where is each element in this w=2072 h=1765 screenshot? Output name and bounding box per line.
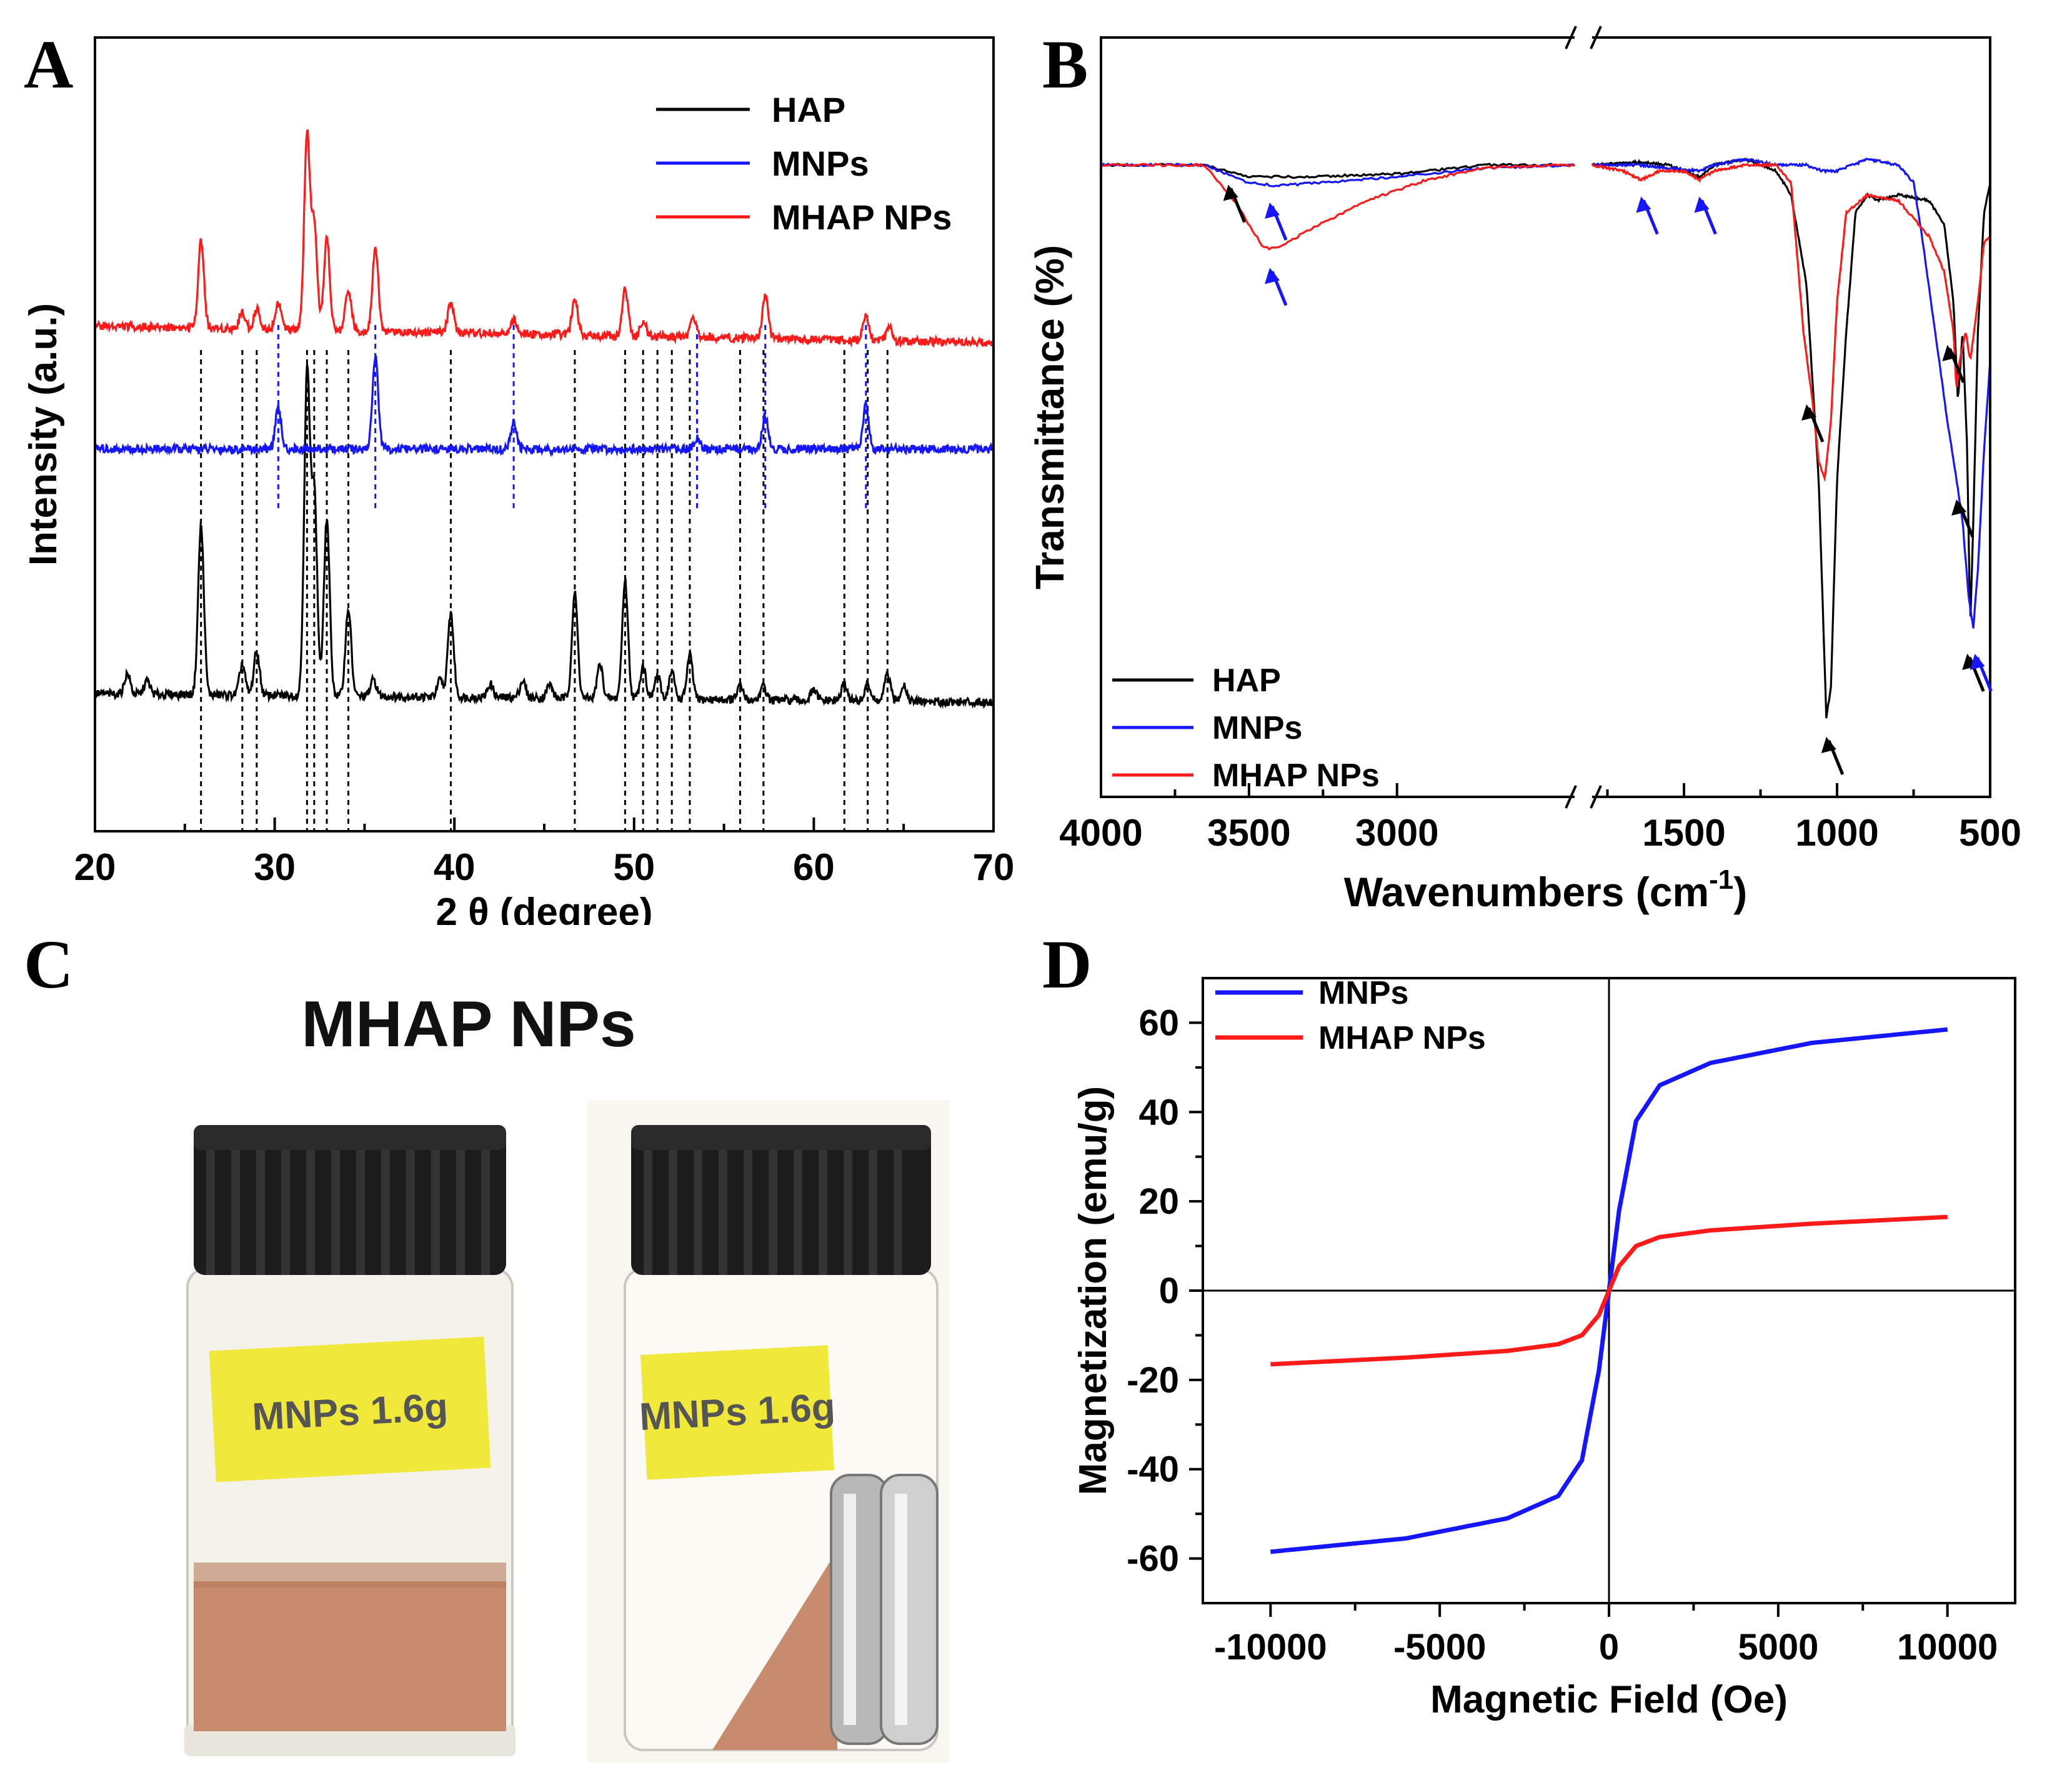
x-tick-label: 60 [793, 846, 835, 888]
vial-photo: MNPs 1.6g MNPs 1.6g [184, 1100, 950, 1762]
legend-label: MNPs [1318, 975, 1408, 1011]
vial-right-with-magnet: MNPs 1.6g [587, 1100, 950, 1762]
y-tick-label: -20 [1127, 1360, 1179, 1401]
arrow-head [1970, 654, 1985, 670]
arrow-head [1223, 184, 1238, 201]
arrow-head [1801, 404, 1816, 421]
vial-label-right: MNPs 1.6g [639, 1386, 837, 1439]
x-tick-label: 4000 [1059, 812, 1142, 854]
legend-label: MHAP NPs [772, 198, 952, 237]
x-tick-label: -10000 [1214, 1627, 1327, 1668]
xrd-chart: 20 30 40 50 60 70 2 θ (degree) Intensity (a.u.)… [22, 36, 1015, 925]
y-tick-label: -60 [1127, 1539, 1179, 1579]
annotation-arrow [1951, 499, 1975, 538]
x-tick-label: 1500 [1642, 812, 1725, 854]
plot-frame [1100, 36, 1991, 798]
legend-label: HAP [1212, 662, 1281, 699]
legend-label: MNPs [1212, 710, 1302, 746]
annotation-arrow [1636, 196, 1659, 235]
x-axis-label-superscript: -1 [1709, 864, 1733, 895]
x-tick-label: 500 [1959, 812, 2021, 854]
axis-break-mark [1590, 785, 1602, 809]
panel-a-letter: A [24, 26, 74, 102]
annotation-arrow [1265, 268, 1288, 306]
x-tick-label: 0 [1599, 1627, 1619, 1668]
x-tick-label: 40 [434, 846, 476, 888]
vsm-chart: -10000 -5000 0 5000 10000 -60 -40 -20 0 20 40 60 Mag… [1072, 975, 2016, 1721]
panel-d-letter: D [1042, 926, 1092, 1002]
annotation-arrow [1801, 404, 1825, 442]
arrow-head [1951, 499, 1967, 516]
annotation-arrow [1821, 737, 1845, 775]
annotation-arrow [1265, 202, 1288, 241]
x-tick-label: 3000 [1355, 812, 1438, 854]
axis-break-mark [1565, 26, 1577, 49]
annotation-arrow [1694, 196, 1717, 235]
ftir-series-mnps-low [1591, 158, 1991, 629]
x-tick-label: 5000 [1738, 1627, 1818, 1668]
x-tick-label: 10000 [1897, 1627, 1998, 1668]
legend-label: MNPs [772, 144, 869, 183]
x-tick-label: 30 [254, 846, 296, 888]
vial-left: MNPs 1.6g [184, 1125, 516, 1756]
y-tick-label: -40 [1127, 1449, 1179, 1490]
ftir-series-hap-low [1591, 158, 1991, 719]
x-tick-label: 3500 [1207, 812, 1290, 854]
y-tick-label: 60 [1138, 1002, 1179, 1043]
xrd-series-hap [94, 364, 995, 709]
annotation-arrow [1970, 654, 1993, 692]
vial-label-left: MNPs 1.6g [251, 1386, 449, 1439]
panel-b-letter: B [1042, 26, 1088, 102]
arrow-head [1694, 196, 1710, 213]
arrow-head [1636, 196, 1651, 213]
y-tick-label: 40 [1138, 1092, 1179, 1132]
photo-title: MHAP NPs [301, 988, 636, 1061]
xrd-series-mhap-nps [94, 129, 995, 349]
magnet-stack [830, 1474, 939, 1745]
panel-c-letter: C [24, 926, 74, 1002]
x-tick-label: 50 [613, 846, 655, 888]
y-axis-label: Intensity (a.u.) [22, 303, 65, 566]
x-axis-label: Magnetic Field (Oe) [1430, 1678, 1788, 1721]
annotation-arrow [1942, 345, 1965, 383]
vsm-series-mhap-nps [1270, 1214, 1948, 1367]
x-tick-label: 1000 [1795, 812, 1878, 854]
y-axis-label: Transmittance (%) [1027, 245, 1072, 589]
legend-label: HAP [772, 90, 845, 129]
ftir-series-mhap-nps-low [1591, 161, 1991, 482]
annotation-arrow [1962, 654, 1985, 692]
axis-break-mark [1565, 785, 1577, 809]
x-tick-label: -5000 [1393, 1627, 1486, 1668]
ftir-chart: 4000 3500 3000 1500 1000 500 Wavenumbers (cm-1… [1027, 26, 2021, 915]
axis-break-mark [1590, 26, 1602, 49]
y-axis-label: Magnetization (emu/g) [1072, 1086, 1115, 1495]
arrow-head [1821, 737, 1836, 753]
arrow-head [1942, 345, 1958, 361]
y-tick-label: 0 [1159, 1271, 1179, 1311]
legend-label: MHAP NPs [1318, 1020, 1486, 1056]
y-tick-label: 20 [1138, 1181, 1179, 1222]
legend-label: MHAP NPs [1212, 758, 1380, 794]
x-axis-label: Wavenumbers (cm-1) [1344, 864, 1748, 915]
annotation-arrow [1223, 184, 1247, 223]
x-axis-label-close: ) [1733, 869, 1747, 915]
ftir-series-mhap-nps-high [1100, 162, 1575, 251]
x-tick-label: 20 [74, 846, 116, 888]
xrd-series-mnps [94, 355, 995, 458]
x-tick-label: 70 [973, 846, 1015, 888]
x-axis-label: 2 θ (degree) [436, 891, 652, 925]
